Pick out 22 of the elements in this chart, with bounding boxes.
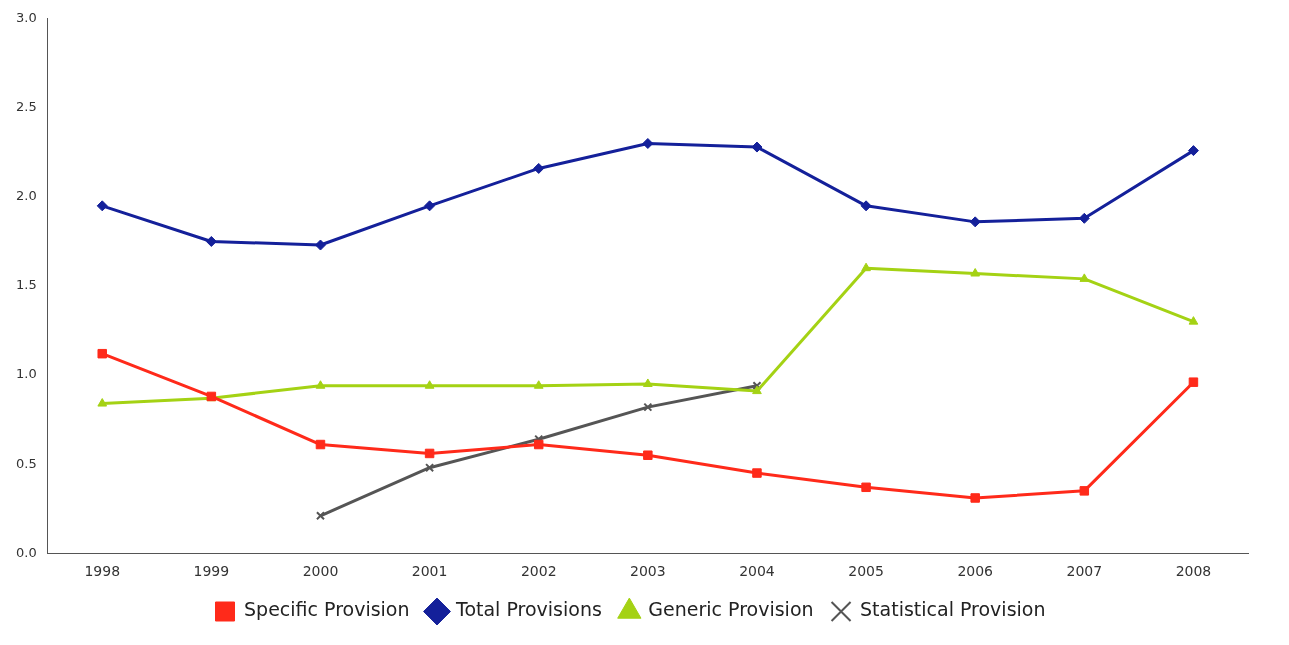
- legend-label: Specific Provision: [244, 598, 410, 621]
- x-tick-label: 2006: [957, 563, 994, 580]
- x-tick-label: 2001: [411, 563, 448, 580]
- y-tick-label: 0.5: [15, 455, 37, 471]
- x-tick-label: 1998: [84, 563, 121, 580]
- x-tick-label: 2008: [1175, 563, 1212, 580]
- x-tick-label: 2002: [520, 563, 557, 580]
- y-tick-label: 1.0: [15, 366, 37, 382]
- x-tick-label: 2007: [1066, 563, 1103, 580]
- x-tick-label: 2004: [739, 563, 775, 580]
- y-tick-label: 1.5: [15, 277, 37, 293]
- legend-label: Total Provisions: [455, 598, 602, 621]
- x-tick-label: 2005: [848, 563, 884, 580]
- x-tick-label: 1999: [193, 563, 230, 580]
- legend-label: Generic Provision: [648, 598, 814, 621]
- x-tick-label: 2003: [630, 563, 666, 580]
- y-tick-label: 2.0: [15, 188, 37, 204]
- legend-label: Statistical Provision: [860, 598, 1046, 621]
- x-tick-label: 2000: [302, 563, 339, 580]
- y-tick-label: 2.5: [15, 99, 37, 115]
- y-tick-label: 0.0: [15, 544, 37, 560]
- y-tick-label: 3.0: [15, 10, 37, 26]
